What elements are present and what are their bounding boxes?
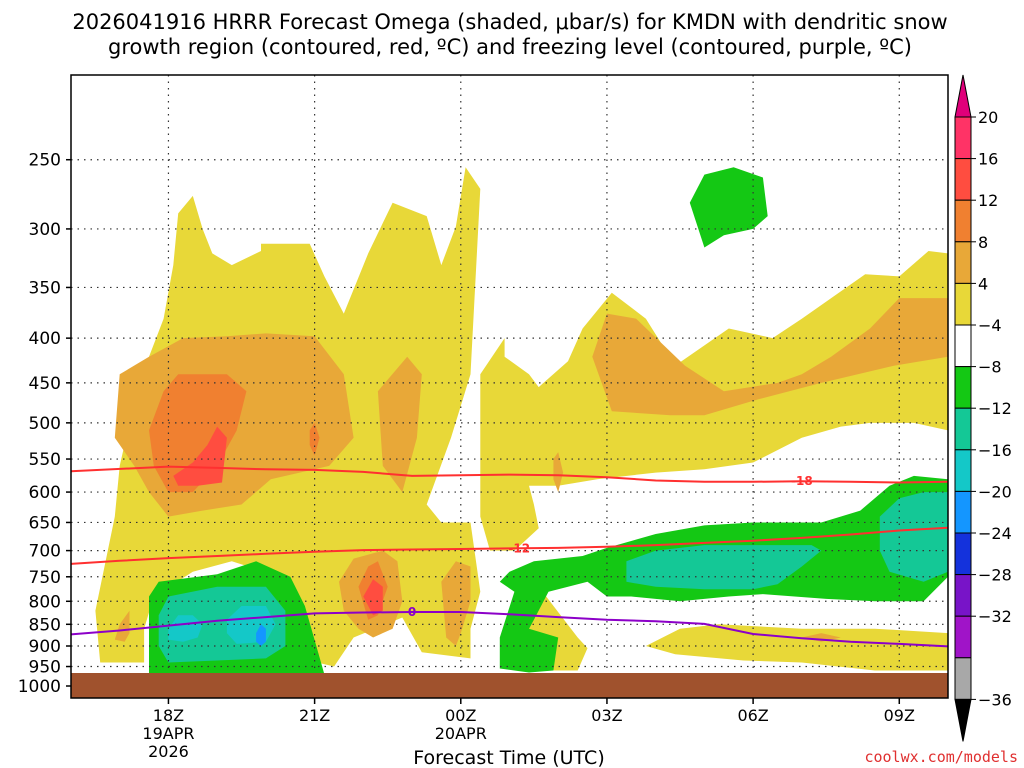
contour-label-12: -12 xyxy=(508,541,530,555)
omega-shading xyxy=(95,167,948,677)
colorbar-swatch-12 xyxy=(954,615,972,659)
contour-line-12 xyxy=(70,526,949,565)
x-tick-label-00z: 00Z xyxy=(445,706,476,725)
omega-region-4-to-8-19 xyxy=(689,167,768,248)
y-tick-label-950: 950 xyxy=(29,658,61,678)
y-tick-label-400: 400 xyxy=(29,329,61,349)
y-tick-label-350: 350 xyxy=(29,278,61,298)
colorbar-label-11: −28 xyxy=(978,566,1012,585)
temperature-contours: -18 -12 0 xyxy=(70,465,949,648)
colorbar-label-10: −24 xyxy=(978,524,1012,543)
colorbar-swatch-13 xyxy=(954,657,972,700)
y-tick-label-850: 850 xyxy=(29,615,61,635)
colorbar-swatch-2 xyxy=(954,199,972,243)
x-tick-year-18z: 2026 xyxy=(148,742,189,761)
grid xyxy=(71,75,948,674)
omega-region-16-to-20-16 xyxy=(363,579,383,616)
colorbar-swatch-9 xyxy=(954,490,972,534)
title-line-2: growth region (contoured, red, ºC) and f… xyxy=(108,35,912,59)
colorbar-swatch-4 xyxy=(954,282,972,326)
y-tick-label-500: 500 xyxy=(29,414,61,434)
ground xyxy=(71,673,948,698)
colorbar-label-5: −4 xyxy=(978,316,1002,335)
y-tick-label-650: 650 xyxy=(29,513,61,533)
colorbar-swatch-3 xyxy=(954,241,972,284)
colorbar-label-12: −32 xyxy=(978,607,1012,626)
x-axis-title: Forecast Time (UTC) xyxy=(413,747,604,768)
colorbar-label-6: −8 xyxy=(978,358,1002,377)
omega-region-8-to-12-9 xyxy=(592,298,948,416)
omega-region-4-to-8-3 xyxy=(645,624,948,671)
colorbar-swatch-11 xyxy=(954,574,972,617)
colorbar: 20 16 12 8 4 −4 −8 −12 −16 −20 −24 −28 −32 −36 xyxy=(954,74,1012,742)
y-tick-label-300: 300 xyxy=(29,220,61,240)
colorbar-swatch-1 xyxy=(954,158,972,201)
omega-region-8-to-12-20 xyxy=(158,586,286,663)
x-tick-label-18z: 18Z xyxy=(153,706,184,725)
colorbar-label-0: 20 xyxy=(978,108,998,127)
omega-region-8-to-12-22 xyxy=(879,492,948,582)
x-tick-label-21z: 21Z xyxy=(299,706,330,725)
colorbar-swatch-0 xyxy=(954,116,972,160)
y-tick-label-900: 900 xyxy=(29,637,61,657)
colorbar-swatch-8 xyxy=(954,449,972,492)
omega-region-16-to-20-25 xyxy=(256,624,266,646)
omega-region-8-to-12-10 xyxy=(553,452,564,493)
contour-line-0 xyxy=(70,611,949,648)
x-tick-label-06z: 06Z xyxy=(737,706,768,725)
contour-line-18 xyxy=(70,465,949,484)
x-tick-label-03z: 03Z xyxy=(591,706,622,725)
ground-strip xyxy=(71,673,948,698)
x-tick-date-18z: 19APR xyxy=(142,724,194,743)
colorbar-label-9: −20 xyxy=(978,482,1012,501)
y-axis: 2503003504004505005506006507007508008509… xyxy=(18,151,71,697)
omega-region-8-to-12-6 xyxy=(377,356,422,493)
colorbar-label-3: 8 xyxy=(978,233,988,252)
x-tick-date-00z: 20APR xyxy=(435,724,487,743)
contour-label-0: 0 xyxy=(408,605,416,619)
x-tick-label-09z: 09Z xyxy=(884,706,915,725)
y-tick-label-750: 750 xyxy=(29,568,61,588)
colorbar-swatch-5 xyxy=(954,324,972,368)
omega-region-12-to-16-12 xyxy=(149,374,247,493)
colorbar-label-4: 4 xyxy=(978,274,988,293)
title-line-1: 2026041916 HRRR Forecast Omega (shaded, … xyxy=(72,10,947,34)
colorbar-swatch-7 xyxy=(954,407,972,451)
y-tick-label-450: 450 xyxy=(29,374,61,394)
y-tick-label-800: 800 xyxy=(29,592,61,612)
y-tick-label-550: 550 xyxy=(29,450,61,470)
colorbar-label-1: 16 xyxy=(978,150,998,169)
omega-region-16-to-20-15 xyxy=(173,426,227,486)
colorbar-swatch-10 xyxy=(954,532,972,576)
colorbar-swatch-6 xyxy=(954,366,972,409)
omega-region-12-to-16-23 xyxy=(168,615,203,642)
colorbar-bottom-triangle xyxy=(954,698,972,742)
y-tick-label-250: 250 xyxy=(29,151,61,171)
omega-region-8-to-12-21 xyxy=(626,545,822,590)
colorbar-label-2: 12 xyxy=(978,191,998,210)
colorbar-label-8: −16 xyxy=(978,441,1012,460)
site-credit[interactable]: coolwx.com/models xyxy=(864,748,1018,766)
y-tick-label-600: 600 xyxy=(29,483,61,503)
plot-frame xyxy=(70,74,949,699)
colorbar-label-13: −36 xyxy=(978,690,1012,709)
omega-region-8-to-12-4 xyxy=(114,610,130,642)
colorbar-label-7: −12 xyxy=(978,399,1012,418)
y-tick-label-1000: 1000 xyxy=(18,677,61,697)
contour-label-18: -18 xyxy=(791,474,813,488)
y-tick-label-700: 700 xyxy=(29,542,61,562)
